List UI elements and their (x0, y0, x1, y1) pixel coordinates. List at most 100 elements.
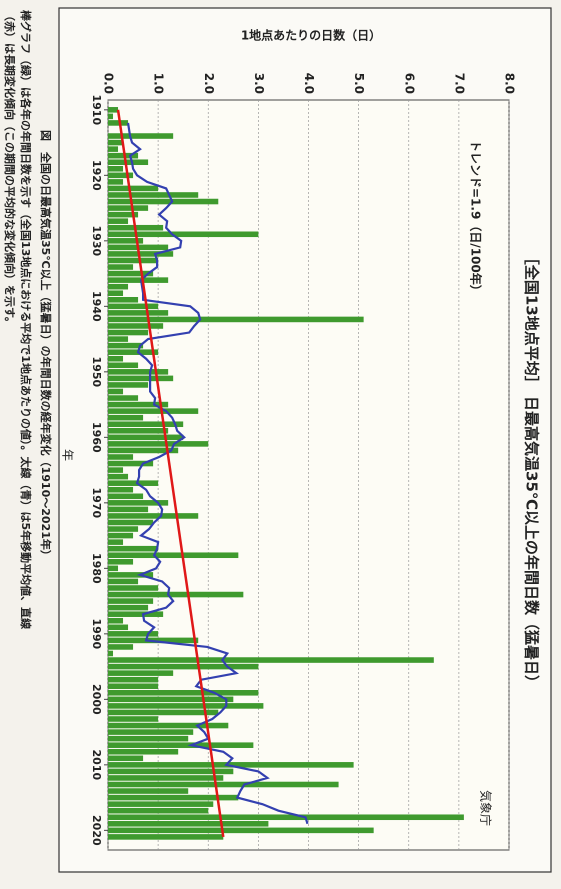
bar (107, 722, 229, 729)
bar (108, 139, 124, 146)
bar (107, 120, 129, 126)
bar (108, 794, 239, 801)
bar (108, 807, 209, 814)
x-tick-label: 1920 (90, 160, 103, 191)
bar (108, 604, 149, 611)
bar (108, 434, 184, 441)
bar (108, 657, 434, 663)
bar (107, 748, 179, 755)
y-tick-label: 7.0 (452, 73, 466, 94)
bar (108, 801, 214, 807)
x-tick-label: 1990 (90, 619, 103, 650)
bar (108, 362, 139, 369)
x-tick-label: 2000 (90, 684, 103, 715)
x-tick-label: 1950 (90, 357, 103, 388)
bar (108, 486, 134, 493)
bar (108, 611, 164, 617)
bar (108, 781, 339, 788)
bar (108, 775, 224, 781)
bar (108, 421, 184, 428)
bar (108, 303, 159, 310)
bar (107, 277, 169, 283)
bar (108, 768, 234, 775)
bar (107, 428, 169, 434)
x-tick-label: 1940 (90, 291, 103, 322)
bar (108, 382, 149, 388)
x-tick-label: 2010 (90, 750, 103, 781)
bar (107, 369, 169, 375)
bar (108, 480, 159, 486)
bar (107, 624, 129, 631)
rotated-chart: ［全国13地点平均］ 日最高気温35℃以上の年間日数（猛暑日） 1地点あたりの日… (3, 7, 552, 873)
trend-annotation: トレンド=1.9（日/100年） (469, 140, 484, 297)
bar (108, 165, 124, 172)
bar (108, 644, 134, 650)
bar (108, 211, 139, 218)
x-tick-label: 2020 (90, 815, 103, 846)
bar (108, 506, 149, 513)
y-tick-label: 4.0 (302, 73, 316, 94)
bar (108, 205, 149, 211)
bar (108, 395, 139, 401)
y-tick-label: 3.0 (252, 73, 266, 94)
x-tick-label: 1980 (90, 553, 103, 584)
bar (108, 192, 199, 198)
bar (108, 631, 159, 637)
bar (108, 670, 174, 676)
bar (108, 329, 149, 336)
bar (108, 827, 374, 834)
bar (108, 690, 259, 696)
bar (108, 264, 134, 270)
bar (107, 146, 119, 152)
bar (108, 683, 159, 690)
bar (108, 552, 239, 559)
x-tick-label: 1910 (90, 95, 103, 126)
bar (107, 500, 169, 506)
caption-line: 図 全国の日最高気温35℃以上（猛暑日）の年間日数の経年変化（1910～2021… (39, 130, 53, 561)
bar (108, 696, 234, 703)
caption-line: 棒グラフ（緑）は各年の年間日数を示す（全国13地点における平均で1地点あたりの値… (19, 10, 33, 629)
x-tick-label: 1930 (90, 226, 103, 257)
bar (108, 355, 124, 362)
bar (107, 755, 144, 762)
bar (108, 290, 124, 297)
y-tick-label: 1.0 (152, 73, 166, 94)
bar (107, 598, 154, 604)
bar (108, 231, 259, 238)
y-axis-label: 1地点あたりの日数（日） (241, 28, 381, 43)
bar (108, 257, 159, 264)
bar (108, 349, 159, 355)
bar (107, 218, 129, 224)
bar (108, 585, 159, 591)
trend-line (116, 109, 225, 838)
moving-average-line (126, 122, 309, 825)
bar (107, 336, 129, 342)
bar (108, 834, 224, 840)
bar (108, 545, 159, 552)
bar (107, 238, 144, 244)
bar (108, 788, 189, 794)
bar (108, 821, 269, 827)
bar (108, 578, 139, 585)
bar (107, 519, 154, 526)
bar (108, 676, 159, 683)
y-tick-label: 0.0 (102, 73, 116, 94)
bar (108, 133, 174, 139)
chart-title: ［全国13地点平均］ 日最高気温35℃以上の年間日数（猛暑日） (523, 250, 541, 690)
bar (108, 526, 139, 532)
bar (107, 814, 464, 821)
bar (108, 716, 159, 722)
bar (108, 323, 164, 329)
bar (108, 375, 174, 382)
bar (108, 185, 159, 192)
caption-line: （赤）は長期変化傾向（この期間の平均的な変化傾向）を示す。 (3, 10, 17, 328)
bar (108, 172, 134, 179)
bar (108, 703, 264, 709)
bar (108, 467, 124, 473)
bar (108, 113, 114, 120)
y-tick-label: 6.0 (402, 73, 416, 94)
bar (108, 735, 189, 742)
bar (107, 342, 144, 349)
